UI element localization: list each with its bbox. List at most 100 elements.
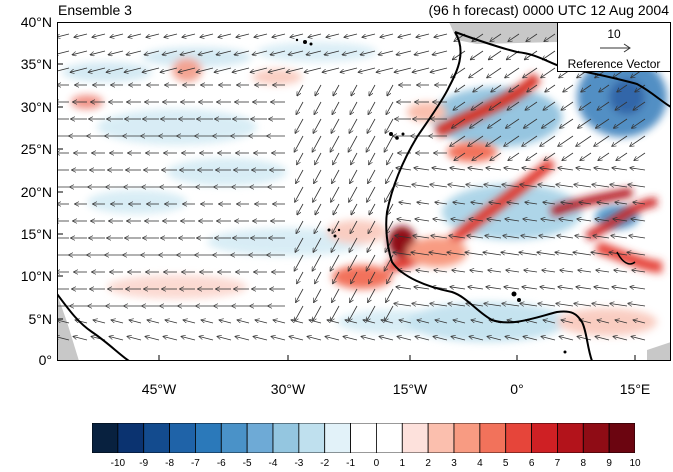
wind-vector bbox=[486, 135, 502, 146]
wind-vector bbox=[501, 252, 520, 256]
wind-vector bbox=[485, 236, 502, 238]
wind-vector bbox=[557, 236, 574, 238]
wind-vector bbox=[369, 84, 376, 96]
wind-vector bbox=[487, 219, 502, 221]
wind-vector bbox=[576, 135, 592, 146]
wind-vector bbox=[491, 84, 502, 92]
colorbar-box bbox=[324, 423, 351, 453]
wind-vector bbox=[509, 84, 520, 92]
colorbar-tick-label: -7 bbox=[190, 458, 200, 469]
wind-vector bbox=[331, 186, 340, 202]
wind-vector bbox=[522, 287, 538, 289]
wind-vector bbox=[377, 67, 394, 72]
wind-vector bbox=[561, 101, 574, 110]
wind-vector bbox=[471, 202, 484, 204]
wind-vector bbox=[380, 33, 394, 37]
wind-vector bbox=[359, 67, 376, 72]
wind-vector bbox=[312, 254, 322, 271]
wind-vector bbox=[596, 270, 610, 272]
wind-vector bbox=[197, 67, 214, 72]
wind-vector bbox=[314, 101, 322, 114]
wind-vector bbox=[295, 237, 304, 252]
wind-vector bbox=[109, 50, 124, 55]
wind-vector bbox=[57, 320, 70, 324]
wind-vector bbox=[468, 135, 484, 146]
wind-vector bbox=[323, 67, 340, 72]
wind-vector bbox=[593, 236, 610, 238]
wind-vector bbox=[398, 33, 412, 37]
wind-vector bbox=[386, 101, 394, 114]
colorbar-box bbox=[531, 423, 558, 453]
lat-label: 35°N bbox=[20, 56, 52, 72]
wind-vector bbox=[523, 337, 538, 341]
wind-vector bbox=[385, 118, 394, 133]
wind-vector bbox=[543, 320, 556, 324]
wind-vector bbox=[469, 219, 484, 221]
anomaly-field bbox=[62, 42, 667, 342]
wind-vector bbox=[351, 271, 358, 283]
wind-vector bbox=[145, 337, 160, 341]
wind-vector bbox=[327, 320, 340, 324]
wind-vector bbox=[219, 320, 232, 324]
wind-vector bbox=[199, 50, 214, 55]
panel-title: Ensemble 3 bbox=[58, 2, 132, 18]
wind-vector bbox=[576, 287, 592, 289]
wind-vector bbox=[596, 118, 610, 128]
wind-vector bbox=[488, 118, 502, 128]
wind-vector bbox=[314, 220, 322, 233]
wind-vector bbox=[349, 237, 358, 252]
wind-vector bbox=[297, 152, 304, 164]
wind-vector bbox=[163, 50, 178, 55]
colorbar-tick-label: 6 bbox=[528, 458, 535, 469]
wind-vector bbox=[381, 320, 394, 324]
wind-vector bbox=[233, 67, 250, 72]
wind-vector bbox=[295, 186, 304, 202]
wind-vector bbox=[526, 152, 538, 160]
wind-vector bbox=[543, 202, 556, 204]
wind-vector bbox=[447, 252, 466, 256]
wind-vector bbox=[453, 202, 466, 204]
colorbar-box bbox=[453, 423, 481, 453]
wind-vector bbox=[558, 135, 574, 146]
wind-vector bbox=[520, 304, 538, 307]
wind-vector bbox=[393, 252, 412, 256]
wind-vector bbox=[296, 220, 304, 233]
wind-vector bbox=[581, 84, 592, 92]
colorbar-tick-label: -10 bbox=[110, 458, 126, 469]
colorbar-tick-label: 8 bbox=[580, 458, 587, 469]
wind-vector bbox=[295, 118, 304, 133]
wind-vector bbox=[399, 320, 412, 324]
wind-vector bbox=[539, 236, 556, 238]
wind-vector bbox=[471, 50, 484, 60]
wind-vector bbox=[145, 50, 160, 55]
colorbar-box bbox=[582, 423, 610, 453]
wind-vector bbox=[127, 337, 142, 341]
colorbar-tick-label: 9 bbox=[606, 458, 612, 469]
wind-vector bbox=[146, 33, 160, 37]
wind-vector bbox=[453, 320, 466, 324]
wind-vector bbox=[508, 152, 520, 160]
wind-vector bbox=[271, 337, 286, 341]
wind-vector bbox=[612, 168, 628, 170]
lon-label: 30°W bbox=[270, 381, 306, 397]
colorbar-box bbox=[608, 423, 635, 453]
wind-vector bbox=[454, 152, 466, 160]
wind-vector bbox=[161, 67, 178, 72]
colorbar-labels: -10 -9 -8 -7 -6 -5 -4 -3 -2 -1 0 1 2 3 4 5 6 7 8 9 10 bbox=[92, 458, 641, 472]
wind-vector bbox=[312, 135, 322, 152]
wind-vector bbox=[307, 337, 322, 341]
wind-vector bbox=[349, 118, 358, 133]
colorbar-tick-label: -6 bbox=[216, 458, 226, 469]
wind-vector bbox=[331, 237, 340, 252]
wind-vector bbox=[490, 152, 502, 160]
colorbar-box bbox=[505, 423, 532, 453]
wind-vector bbox=[296, 288, 304, 302]
wind-vector bbox=[594, 287, 610, 289]
wind-vector bbox=[363, 320, 376, 324]
wind-vector bbox=[521, 236, 538, 238]
wind-vector bbox=[484, 304, 502, 307]
wind-vector bbox=[617, 84, 628, 92]
wind-vector bbox=[387, 203, 394, 215]
reference-vector-legend: 10 Reference Vector bbox=[557, 22, 671, 72]
wind-vector bbox=[368, 169, 376, 183]
